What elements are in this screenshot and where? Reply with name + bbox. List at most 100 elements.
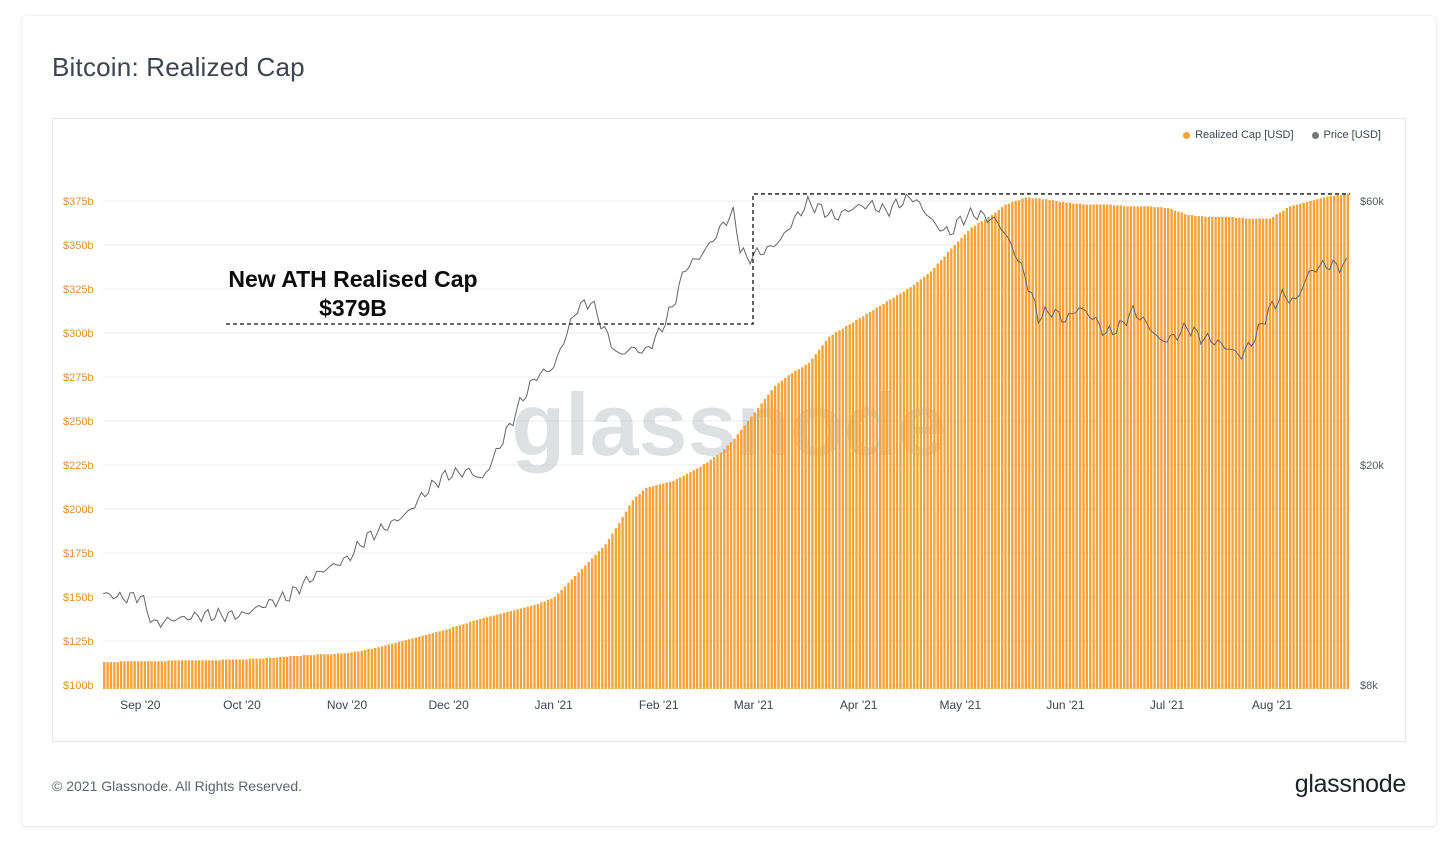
realized-cap-bar <box>458 625 462 689</box>
realized-cap-bar <box>1024 197 1028 689</box>
realized-cap-bar <box>736 434 740 689</box>
realized-cap-bar <box>1251 218 1255 689</box>
realized-cap-bar <box>692 470 695 689</box>
realized-cap-bar <box>428 633 431 689</box>
realized-cap-bar <box>414 637 418 689</box>
realized-cap-bar <box>1092 204 1095 689</box>
realized-cap-bar <box>475 619 479 689</box>
realized-cap-bar <box>119 661 123 689</box>
legend: Realized Cap [USD] Price [USD] <box>1183 129 1381 141</box>
realized-cap-bar <box>163 661 167 689</box>
realized-cap-bar <box>838 330 841 689</box>
realized-cap-bar <box>370 648 374 689</box>
realized-cap-bar <box>828 336 831 689</box>
realized-cap-bar <box>763 399 767 689</box>
realized-cap-bar <box>1143 206 1146 689</box>
realized-cap-bar <box>682 475 685 689</box>
realized-cap-bar <box>448 628 452 689</box>
realized-cap-bar <box>574 575 577 689</box>
realized-cap-bar <box>1255 218 1258 689</box>
realized-cap-bar <box>333 654 336 689</box>
realized-cap-bar <box>912 284 916 689</box>
realized-cap-bar <box>465 623 468 689</box>
realized-cap-bar <box>794 370 797 689</box>
realized-cap-bar <box>604 544 607 689</box>
realized-cap-bar <box>113 662 116 689</box>
realized-cap-bar <box>1163 208 1166 689</box>
price-line-layer <box>102 193 1348 629</box>
realized-cap-bar <box>543 601 546 689</box>
y-right-tick-label: $20k <box>1360 460 1384 472</box>
legend-item-price[interactable]: Price [USD] <box>1311 129 1381 141</box>
realized-cap-bar <box>631 500 634 689</box>
realized-cap-bar <box>201 660 204 689</box>
realized-cap-bar <box>1146 206 1150 689</box>
y-right-tick-label: $60k <box>1360 196 1384 208</box>
realized-cap-bar <box>1061 201 1065 689</box>
realized-cap-bar <box>1102 204 1106 689</box>
y-left-tick-label: $125b <box>63 636 94 648</box>
realized-cap-bar <box>1004 204 1007 689</box>
realized-cap-bar <box>1339 194 1343 689</box>
realized-cap-bar <box>628 505 631 689</box>
realized-cap-bar <box>187 660 191 689</box>
realized-cap-bar <box>519 608 523 689</box>
legend-dot-price <box>1311 131 1319 139</box>
realized-cap-bar <box>1204 216 1207 689</box>
realized-cap-bar <box>221 659 224 689</box>
price-line <box>102 193 1348 629</box>
realized-cap-bar <box>191 660 194 689</box>
realized-cap-bar <box>1343 193 1346 689</box>
realized-cap-bar <box>855 319 858 689</box>
realized-cap-bar <box>743 425 746 689</box>
realized-cap-bar <box>496 614 499 689</box>
realized-cap-bar <box>1153 207 1156 689</box>
realized-cap-bar <box>1326 196 1329 689</box>
realized-cap-bar <box>241 659 245 689</box>
realized-cap-bar <box>797 369 801 689</box>
realized-cap-bar <box>455 626 458 689</box>
realized-cap-bar <box>923 276 926 689</box>
realized-cap-bar <box>970 227 973 689</box>
realized-cap-bar <box>306 655 309 689</box>
realized-cap-bar <box>133 661 136 689</box>
realized-cap-bar <box>204 660 208 689</box>
realized-cap-bar <box>817 349 821 689</box>
realized-cap-bar <box>1244 218 1248 689</box>
realized-cap-bar <box>313 655 316 689</box>
realized-cap-bar <box>1160 207 1163 689</box>
realized-cap-bar <box>601 547 604 689</box>
realized-cap-bar <box>926 274 929 689</box>
realized-cap-bar <box>1116 205 1119 689</box>
realized-cap-bar <box>1173 210 1177 689</box>
realized-cap-bar <box>380 646 384 689</box>
realized-cap-bar <box>177 660 180 689</box>
realized-cap-bar <box>143 661 147 689</box>
realized-cap-bar <box>906 289 909 689</box>
chart-area: glassnode $100b $125b $150b $175b $200b $225b… <box>52 118 1406 742</box>
realized-cap-bar <box>367 648 370 689</box>
realized-cap-bar <box>1119 205 1122 689</box>
realized-cap-bar <box>391 643 394 689</box>
realized-cap-bar <box>1261 218 1265 689</box>
realized-cap-bar <box>1170 208 1173 690</box>
realized-cap-bar <box>279 656 282 689</box>
y-left-tick-label: $100b <box>63 680 94 692</box>
realized-cap-bar <box>804 364 807 689</box>
realized-cap-bar <box>482 618 485 689</box>
ath-annotation: New ATH Realised Cap $379B <box>213 265 493 323</box>
realized-cap-bar <box>990 215 994 689</box>
legend-item-realized-cap[interactable]: Realized Cap [USD] <box>1183 129 1294 141</box>
realized-cap-bar <box>265 657 269 689</box>
realized-cap-bar <box>285 656 289 689</box>
glassnode-logo[interactable]: glassnode <box>1294 770 1407 798</box>
realized-cap-bar <box>1017 200 1021 689</box>
realized-cap-bar <box>506 611 509 689</box>
realized-cap-bar <box>550 598 553 689</box>
realized-cap-bar <box>635 496 638 689</box>
realized-cap-bar <box>939 259 943 689</box>
realized-cap-bar <box>1106 204 1109 689</box>
realized-cap-bar <box>1129 206 1133 689</box>
realized-cap-bar <box>557 593 560 689</box>
realized-cap-bar <box>831 334 834 689</box>
